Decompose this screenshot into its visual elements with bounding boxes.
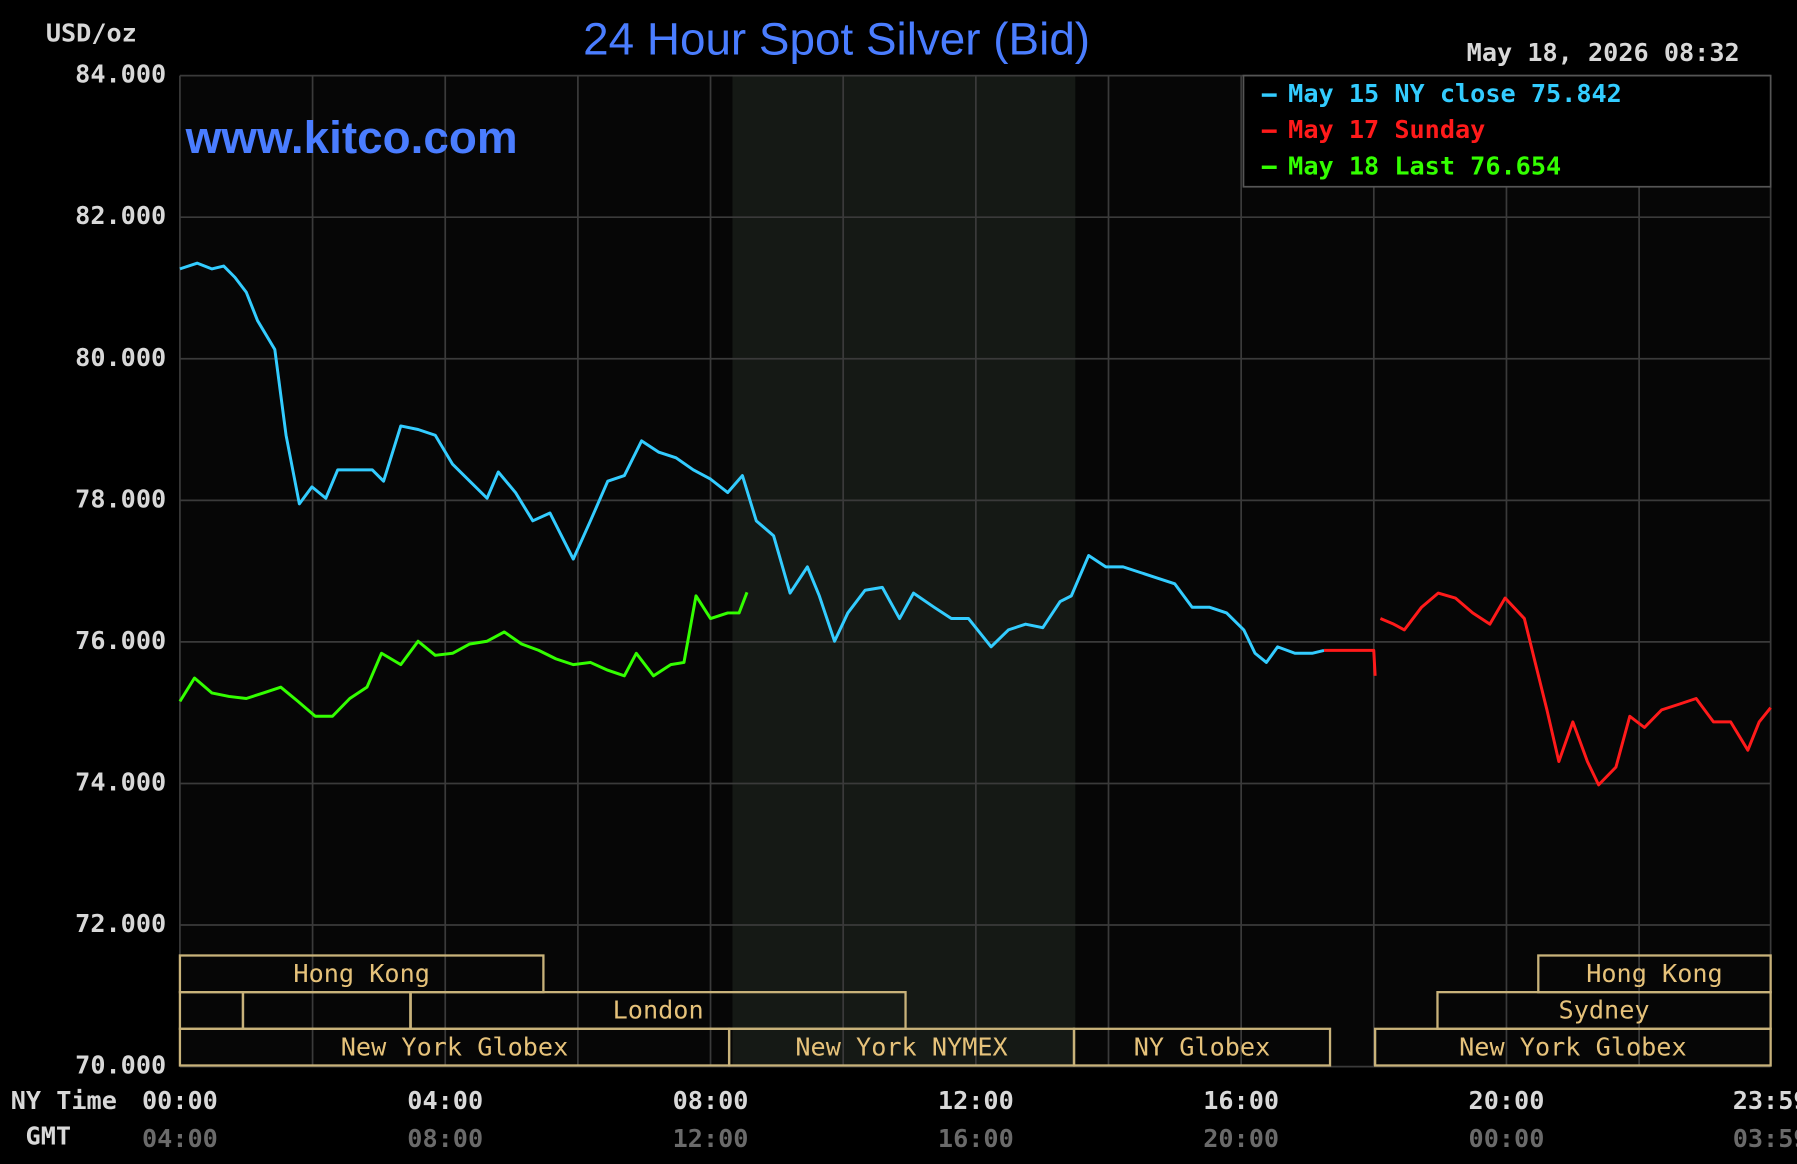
x-tick-label: 20:00 [1469,1086,1545,1115]
session-box [1072,1027,1332,1067]
grid-layer [179,74,1772,1068]
y-tick-label: 82.000 [75,201,166,230]
watermark: www.kitco.com [185,112,518,163]
legend-label: May 15 NY close 75.842 [1288,79,1622,108]
y-tick-label: 78.000 [75,484,166,513]
x-row2-label: GMT [26,1122,72,1151]
session-label: NY Globex [1134,1032,1271,1061]
legend: May 15 NY close 75.842 May 17 Sunday May 1… [1242,74,1772,188]
x-tick-label: 08:00 [673,1086,749,1115]
session-label: London [613,996,704,1025]
session-label: New York Globex [1459,1032,1687,1061]
session-label: Sydney [1559,996,1650,1025]
shaded-session [732,75,1076,1067]
session-label: Hong Kong [1586,959,1723,988]
session-box [178,954,545,994]
x-gmt-label: 20:00 [1203,1124,1279,1153]
legend-label: May 18 Last 76.654 [1288,151,1561,180]
legend-box [1242,74,1772,188]
chart-title: 24 Hour Spot Silver (Bid) [583,14,1090,65]
x-gmt-label: 08:00 [407,1124,483,1153]
timestamp: May 18, 2026 08:32 [1467,38,1740,67]
x-tick-label: 00:00 [142,1086,218,1115]
y-tick-label: 72.000 [75,909,166,938]
session-label: Hong Kong [293,959,430,988]
x-gmt-label: 12:00 [673,1124,749,1153]
session-label: New York NYMEX [795,1032,1007,1061]
x-gmt-label: 03:59 [1733,1124,1797,1153]
x-tick-label: 23:59 [1733,1086,1797,1115]
x-row-label: NY Time [11,1086,117,1115]
x-gmt-label: 00:00 [1469,1124,1545,1153]
x-tick-label: 12:00 [938,1086,1014,1115]
x-tick-label: 04:00 [407,1086,483,1115]
y-tick-label: 76.000 [75,626,166,655]
session-label: New York Globex [341,1032,569,1061]
price-line [1324,591,1772,787]
x-gmt-label: 16:00 [938,1124,1014,1153]
y-tick-label: 74.000 [75,767,166,796]
y-unit: USD/oz [46,18,137,47]
legend-label: May 17 Sunday [1288,115,1485,144]
x-gmt-label: 04:00 [142,1124,218,1153]
price-line [178,591,749,718]
sessions-layer: Hong Kong Hong Kong London Sydney New York G… [178,954,1772,1067]
shade-layer [732,75,1076,1067]
y-tick-label: 84.000 [75,60,166,89]
x-tick-label: 16:00 [1203,1086,1279,1115]
y-tick-label: 70.000 [75,1051,166,1080]
price-line [179,261,1325,664]
lines-layer [178,261,1772,787]
y-tick-label: 80.000 [75,343,166,372]
session-box [1373,1027,1772,1067]
